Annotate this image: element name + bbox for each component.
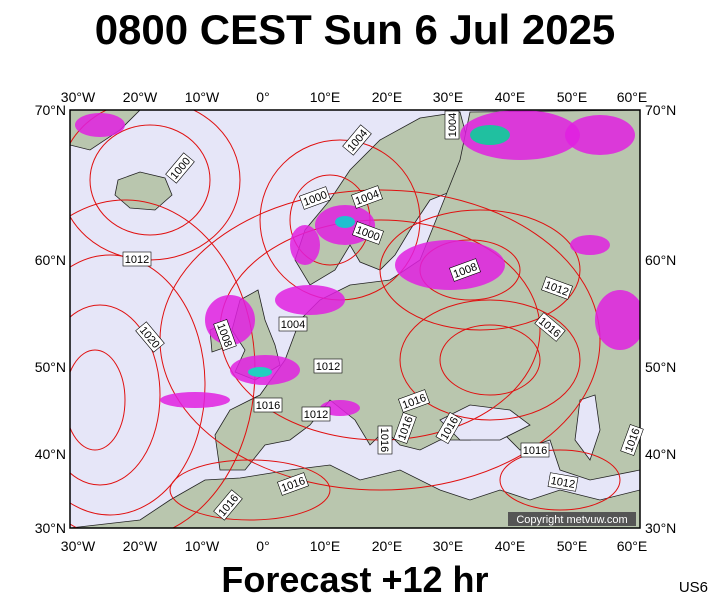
lon-label-bottom: 30°W (61, 538, 96, 554)
isobar-label-box (165, 152, 195, 184)
lat-label-left: 40°N (35, 446, 66, 462)
model-code: US6 (679, 579, 708, 596)
lon-label-bottom: 0° (256, 538, 269, 554)
isobar-label-box (520, 442, 550, 458)
isobar-label-text: 1012 (550, 475, 576, 491)
forecast: Forecast +12 hr (221, 559, 488, 600)
lon-label-bottom: 10°E (310, 538, 341, 554)
lon-label-bottom: 10°W (185, 538, 220, 554)
isobar-label-box (352, 221, 384, 245)
isobar-label-box (122, 251, 152, 267)
isobar-label-box (398, 389, 430, 413)
copyright-box (508, 512, 636, 526)
lon-label-bottom: 30°E (433, 538, 464, 554)
lat-label-left: 60°N (35, 252, 66, 268)
isobar-label: 1012 (122, 251, 152, 267)
isobar-label-text: 1016 (256, 400, 280, 412)
lat-label-left: 70°N (35, 102, 66, 118)
isobar-label-box (213, 319, 237, 351)
lon-label-top: 10°W (185, 89, 220, 105)
isobar-label: 1004 (444, 110, 460, 140)
lat-label-right: 60°N (645, 252, 676, 268)
isobar-label-box (213, 489, 243, 521)
isobar-label-box (547, 472, 579, 492)
isobar-label: 1012 (547, 472, 579, 492)
isobar-label-box (278, 316, 308, 332)
isobar-label-box (393, 412, 417, 444)
frame (69, 109, 641, 529)
lon-label-top: 10°E (310, 89, 341, 105)
caspian (574, 394, 601, 461)
lon-label-top: 0° (256, 89, 269, 105)
lon-label-top: 30°E (433, 89, 464, 105)
isobar-label-box (351, 185, 383, 209)
isobar-label-box (277, 472, 309, 496)
isobar-label-box (313, 358, 343, 374)
isobar-label: 1008 (449, 258, 481, 282)
isobar-label-text: 1016 (523, 445, 547, 457)
isobar-label-text: 1016 (378, 428, 390, 452)
isobar-label-box (534, 312, 566, 342)
lon-label-top: 60°E (617, 89, 648, 105)
lon-label-top: 30°W (61, 89, 96, 105)
lon-label-bottom: 50°E (557, 538, 588, 554)
isobar-label: 1016 (520, 442, 550, 458)
lat-label-left: 50°N (35, 359, 66, 375)
isobar-label-text: 1012 (304, 409, 328, 421)
lat-label-right: 30°N (645, 520, 676, 536)
lon-label-top: 20°E (372, 89, 403, 105)
isobar-label-box (342, 124, 372, 156)
copyright: Copyright metvuw.com (516, 514, 627, 526)
isobar-label-text: 1012 (125, 254, 149, 266)
isobar-label: 1012 (301, 406, 331, 422)
isobar-label-box (253, 397, 283, 413)
lat-label-right: 40°N (645, 446, 676, 462)
isobar-label: 1020 (135, 321, 165, 353)
isobar-label: 1016 (253, 397, 283, 413)
isobar-label-text: 1012 (316, 361, 340, 373)
isobar-label-box (135, 321, 165, 353)
isobar-label-box (541, 276, 573, 300)
isobar-label-box (377, 425, 393, 455)
isobar-label-text: 1004 (281, 319, 305, 331)
isobar-label-box (299, 186, 331, 210)
lon-label-bottom: 60°E (617, 538, 648, 554)
isobar-label-text: 1004 (447, 113, 459, 137)
lon-label-top: 20°W (123, 89, 158, 105)
land-and-weather (70, 110, 640, 528)
title: 0800 CEST Sun 6 Jul 2025 (95, 6, 616, 53)
lon-label-top: 50°E (557, 89, 588, 105)
lon-label-bottom: 40°E (495, 538, 526, 554)
isobar-label: 1012 (313, 358, 343, 374)
isobar-label: 1004 (278, 316, 308, 332)
isobar-label: 1016 (377, 425, 393, 455)
lat-label-left: 30°N (35, 520, 66, 536)
precipitation (75, 110, 640, 416)
lon-label-bottom: 20°E (372, 538, 403, 554)
lat-label-right: 70°N (645, 102, 676, 118)
isobar-label-box (444, 110, 460, 140)
isobar-label-box (301, 406, 331, 422)
europe (214, 110, 640, 481)
lon-label-bottom: 20°W (123, 538, 158, 554)
isobar-label-box (620, 424, 644, 456)
isobar-label-box (435, 411, 463, 445)
isobar-label-box (449, 258, 481, 282)
lat-label-right: 50°N (645, 359, 676, 375)
lon-label-top: 40°E (495, 89, 526, 105)
black-sea (439, 404, 531, 441)
